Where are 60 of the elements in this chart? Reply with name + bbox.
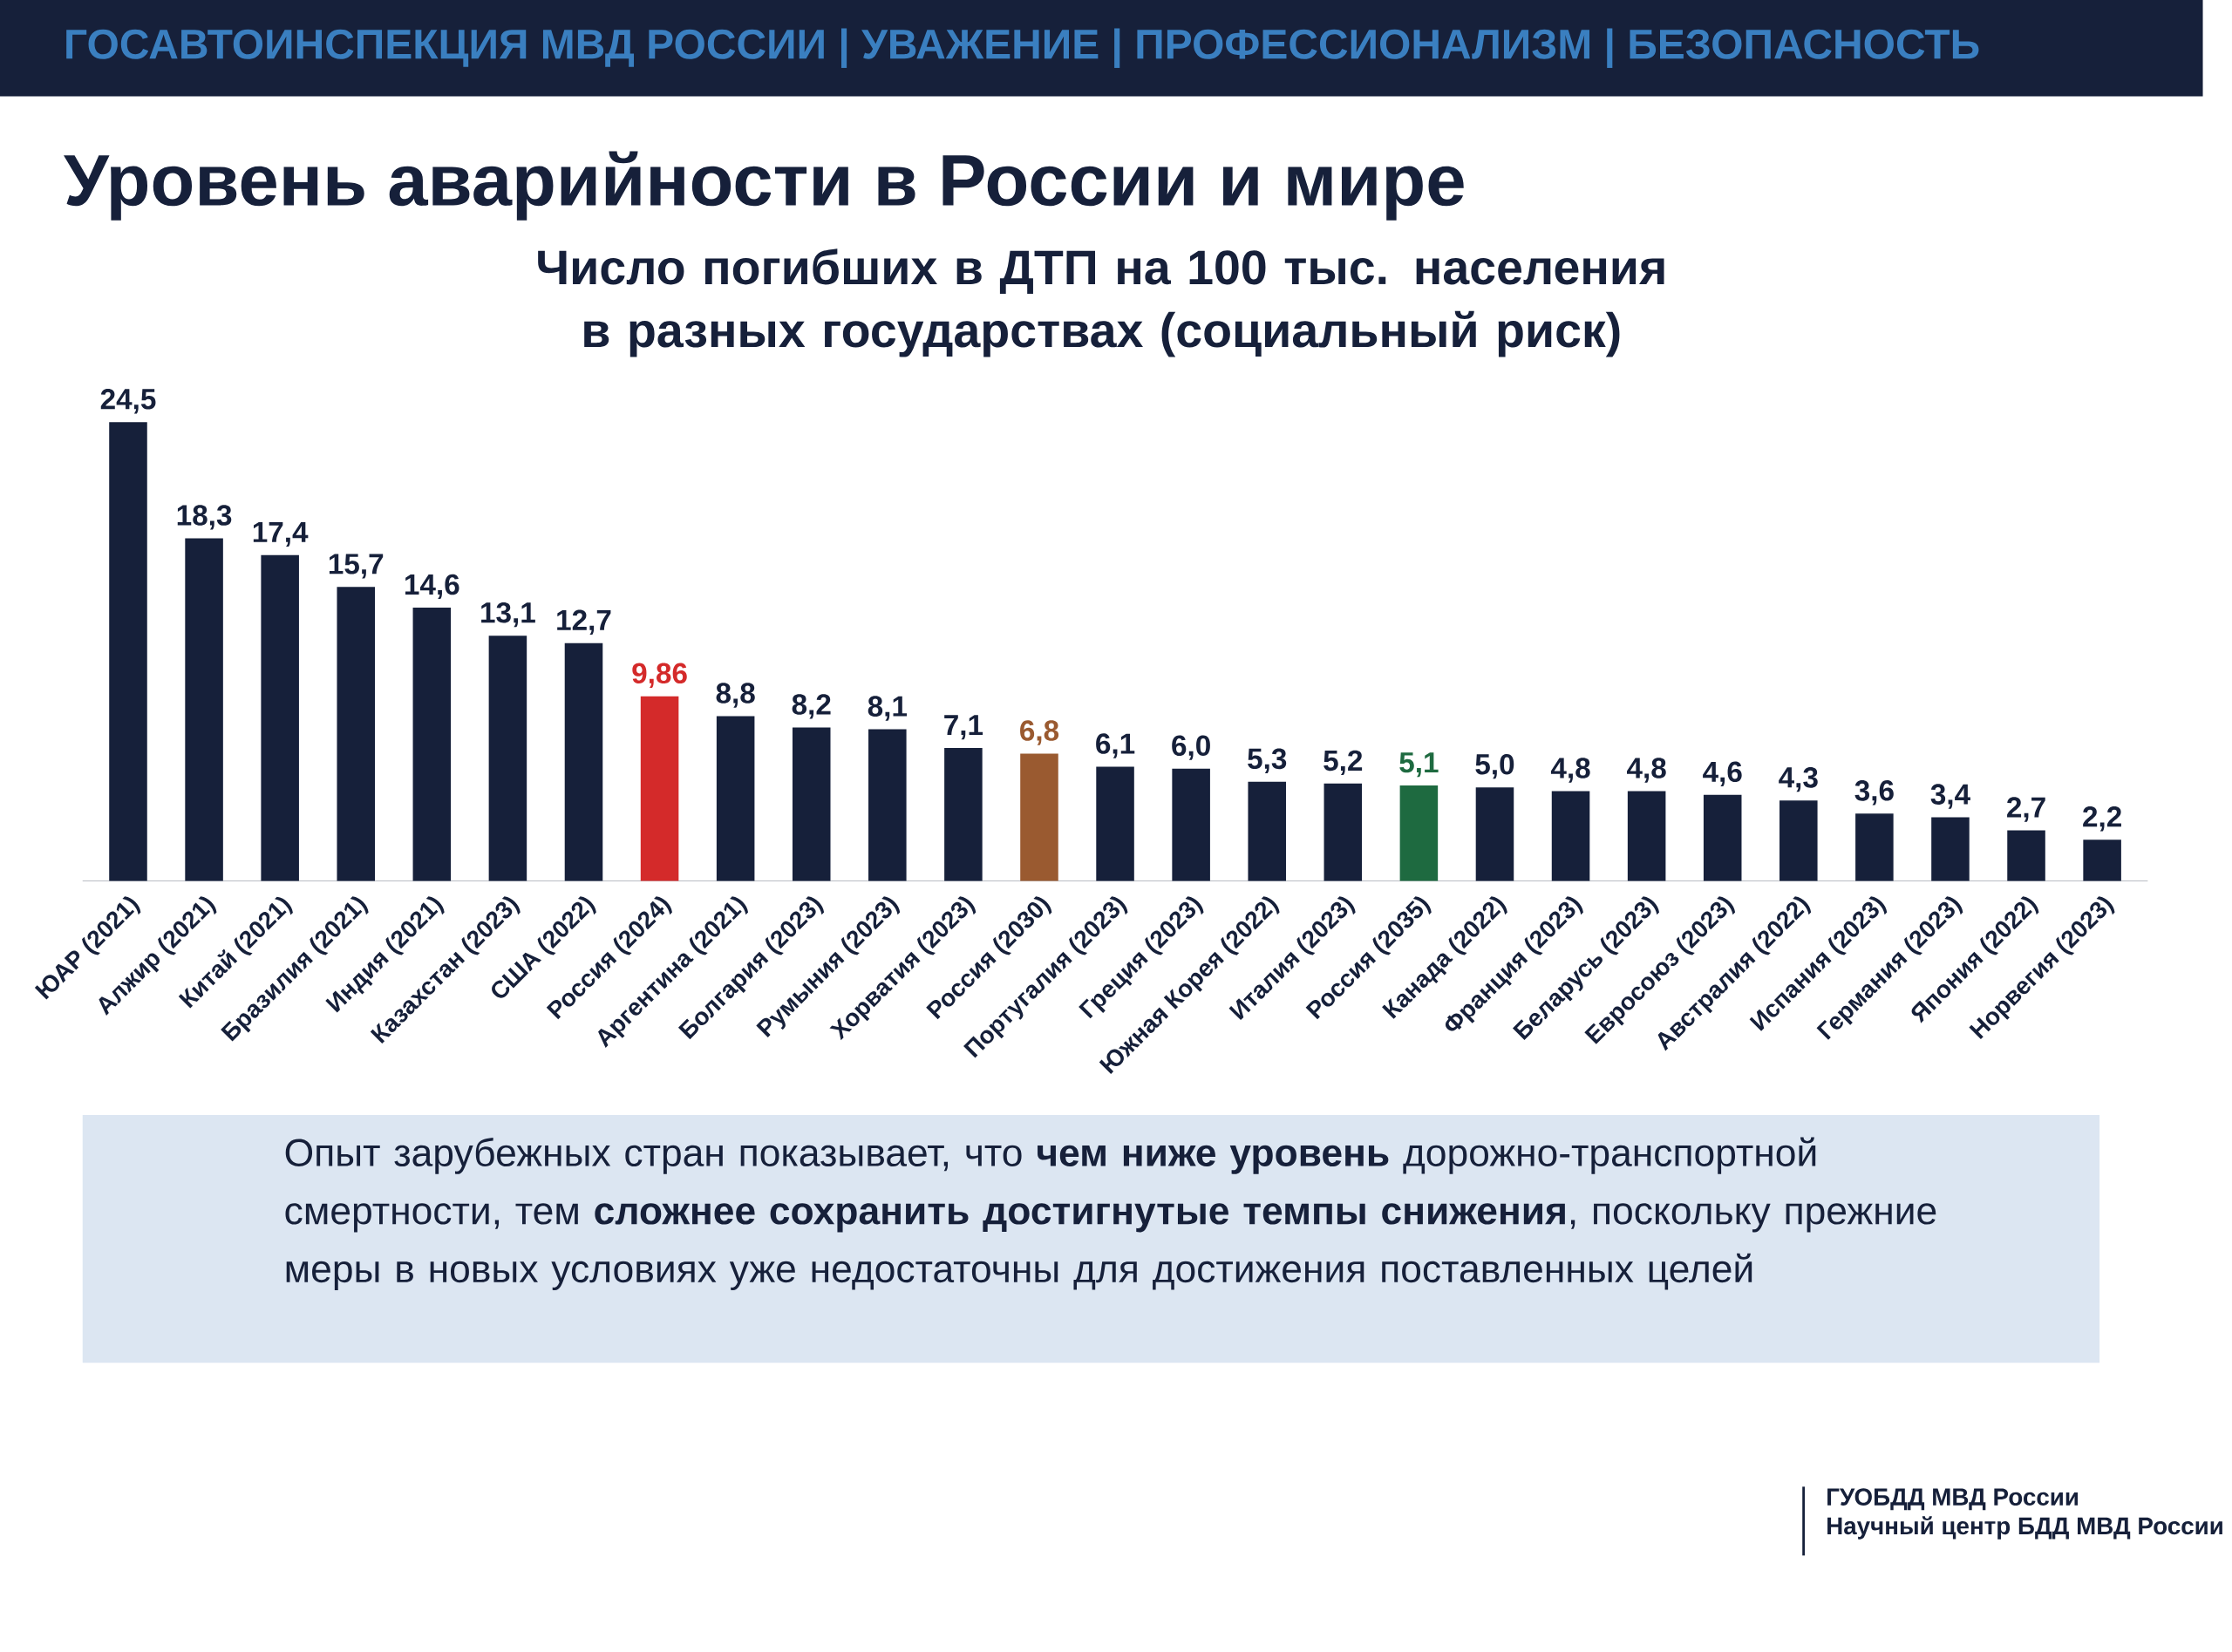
data-label: 5,0 bbox=[1475, 754, 1514, 779]
data-label: 5,2 bbox=[1324, 750, 1363, 776]
data-label: 5,1 bbox=[1399, 752, 1439, 778]
bar bbox=[792, 727, 831, 881]
data-label: 8,8 bbox=[716, 683, 755, 708]
text: Научный центр БДД МВД России bbox=[1827, 1516, 2222, 1540]
data-label: 8,2 bbox=[792, 694, 831, 719]
data-label: 18,3 bbox=[177, 505, 232, 530]
bar bbox=[1931, 817, 1970, 881]
bar bbox=[109, 422, 147, 881]
bar bbox=[1627, 791, 1666, 881]
data-label: 2,2 bbox=[2083, 806, 2121, 832]
bar bbox=[337, 587, 376, 881]
chart-subtitle: Число погибших в ДТП на 100 тыс. населения в разных государствах (социальный риск) bbox=[538, 248, 1664, 357]
data-label: 15,7 bbox=[329, 554, 384, 579]
data-label: 3,6 bbox=[1854, 780, 1894, 806]
bar bbox=[1779, 800, 1818, 881]
bar bbox=[1172, 768, 1210, 881]
bar bbox=[185, 538, 223, 881]
data-label: 13,1 bbox=[481, 602, 535, 628]
data-label: 4,6 bbox=[1703, 761, 1742, 786]
data-label: 6,1 bbox=[1096, 733, 1135, 758]
data-label: 4,8 bbox=[1627, 758, 1666, 783]
data-label: 14,6 bbox=[405, 574, 459, 600]
data-label: 8,1 bbox=[868, 696, 908, 721]
data-label: 5,3 bbox=[1248, 748, 1287, 773]
text: ГУОБДД МВД России bbox=[1827, 1488, 2078, 1511]
chart-title: Уровень аварийности в России и мире bbox=[64, 151, 1464, 221]
data-label: 12,7 bbox=[557, 609, 611, 635]
bar bbox=[1855, 813, 1894, 881]
bar bbox=[2083, 840, 2121, 881]
text: ГОСАВТОИНСПЕКЦИЯ МВД РОССИИ | УВАЖЕНИЕ | ПРОФЕССИОНАЛИЗМ | БЕЗОПАСНОСТЬ bbox=[66, 28, 1979, 68]
data-label: 4,3 bbox=[1779, 767, 1818, 792]
bar bbox=[564, 642, 603, 881]
data-label: 4,8 bbox=[1550, 758, 1590, 783]
bar bbox=[261, 554, 299, 881]
bar bbox=[1324, 783, 1363, 881]
bar bbox=[716, 716, 755, 881]
bar bbox=[944, 748, 983, 881]
data-label: 3,4 bbox=[1930, 784, 1970, 809]
data-label: 17,4 bbox=[253, 521, 309, 547]
bar bbox=[640, 696, 679, 881]
data-label: 6,0 bbox=[1172, 735, 1210, 760]
data-label: 9,86 bbox=[632, 663, 687, 688]
bar bbox=[1096, 766, 1134, 881]
bar bbox=[2007, 830, 2045, 881]
data-label: 7,1 bbox=[944, 715, 983, 740]
data-label: 24,5 bbox=[100, 389, 156, 414]
bar bbox=[488, 636, 527, 881]
bar bbox=[412, 607, 452, 881]
bar bbox=[1703, 794, 1742, 881]
bar bbox=[1399, 785, 1439, 881]
data-label: 2,7 bbox=[2007, 797, 2045, 822]
bar bbox=[1248, 781, 1286, 881]
text: Опыт зарубежных стран показывает, что чем ниже уровень дорожно-транспортной смертности, тем сложнее сохранить достигнутые темпы снижения, поскольку прежние меры в новых условиях уже недостаточны для достижения поставленных целей bbox=[285, 1137, 1936, 1291]
data-label: 6,8 bbox=[1020, 720, 1059, 745]
bar bbox=[1020, 753, 1058, 881]
bar bbox=[868, 729, 907, 881]
bar bbox=[1475, 787, 1514, 881]
bar bbox=[1551, 791, 1590, 881]
